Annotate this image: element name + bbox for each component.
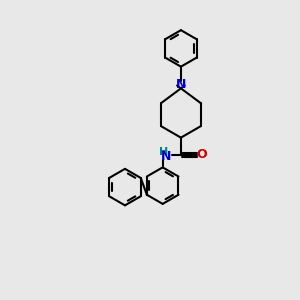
Text: H: H <box>159 147 168 157</box>
Text: N: N <box>160 150 171 163</box>
Text: N: N <box>176 78 186 91</box>
Text: O: O <box>197 148 207 161</box>
